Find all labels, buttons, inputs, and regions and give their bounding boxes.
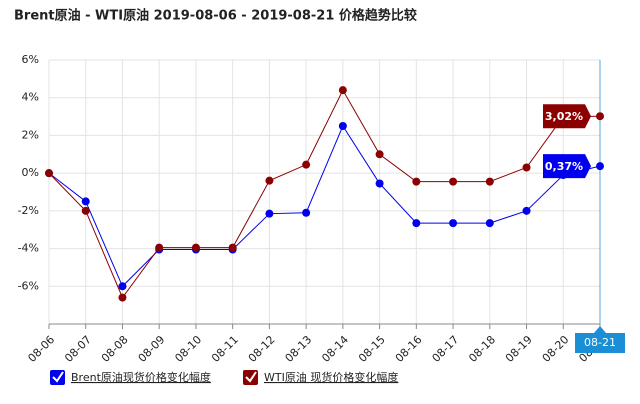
point <box>412 177 421 186</box>
point <box>81 206 90 215</box>
y-tick-label: 4% <box>22 91 39 104</box>
y-tick-label: -2% <box>18 204 39 217</box>
point <box>191 243 200 252</box>
point <box>81 197 90 206</box>
point <box>302 208 311 217</box>
point <box>265 209 274 218</box>
x-tick-label: 08-11 <box>209 333 241 365</box>
point <box>449 219 458 228</box>
point <box>302 160 311 169</box>
point <box>596 162 604 171</box>
point <box>265 176 274 185</box>
x-tick-label: 08-20 <box>540 333 572 365</box>
legend-check <box>52 371 64 383</box>
point <box>228 243 237 252</box>
legend-label[interactable]: Brent原油现货价格变化幅度 <box>71 370 211 384</box>
value-label-box <box>543 104 591 129</box>
x-tick-label: 08-06 <box>25 333 57 365</box>
point <box>118 282 127 291</box>
y-tick-label: -4% <box>18 242 39 255</box>
point <box>338 122 347 130</box>
chart-title: Brent原油 - WTI原油 2019-08-06 - 2019-08-21 … <box>14 8 417 24</box>
x-tick-label: 08-16 <box>393 333 425 365</box>
point <box>412 219 421 228</box>
point <box>522 163 531 172</box>
y-tick-label: 0% <box>22 166 39 179</box>
legend-item[interactable]: Brent原油现货价格变化幅度 <box>50 370 211 385</box>
x-tick-label: 08-09 <box>136 333 168 365</box>
legend-item[interactable]: WTI原油 现货价格变化幅度 <box>243 370 398 385</box>
series-line <box>48 89 601 299</box>
value-label-text: 3,02% <box>545 110 583 123</box>
x-tick-label: 08-18 <box>466 333 498 365</box>
x-tick-label: 08-13 <box>283 333 315 365</box>
x-tick-label: 08-15 <box>356 333 388 365</box>
x-tooltip-text: 08-21 <box>584 336 616 349</box>
point <box>338 86 347 95</box>
y-tick-label: 6% <box>22 53 39 66</box>
value-label-text: 0,37% <box>545 160 583 173</box>
point <box>375 150 384 159</box>
x-tick-label: 08-19 <box>503 333 535 365</box>
value-label: 3,02% <box>543 104 591 129</box>
point <box>45 169 53 178</box>
x-tick-label: 08-10 <box>172 333 204 365</box>
point <box>596 112 604 121</box>
x-tick-label: 08-08 <box>99 333 131 365</box>
point <box>155 243 164 252</box>
x-tooltip <box>575 326 625 353</box>
point <box>485 219 494 228</box>
x-tick-label: 08-07 <box>62 333 94 365</box>
x-tick-label: 08-17 <box>430 333 462 365</box>
y-tick-label: -6% <box>18 279 39 292</box>
point <box>449 177 458 186</box>
point <box>375 179 384 188</box>
x-tick-label: 08-14 <box>319 333 351 365</box>
x-tick-label: 08-12 <box>246 333 278 365</box>
point <box>485 177 494 186</box>
y-tick-label: 2% <box>22 128 39 141</box>
point <box>118 293 127 302</box>
value-label-box <box>543 154 591 179</box>
value-label: 0,37% <box>543 154 591 179</box>
legend-label[interactable]: WTI原油 现货价格变化幅度 <box>264 370 398 384</box>
point <box>522 206 531 215</box>
series-line <box>48 124 601 288</box>
legend-check <box>245 371 257 383</box>
